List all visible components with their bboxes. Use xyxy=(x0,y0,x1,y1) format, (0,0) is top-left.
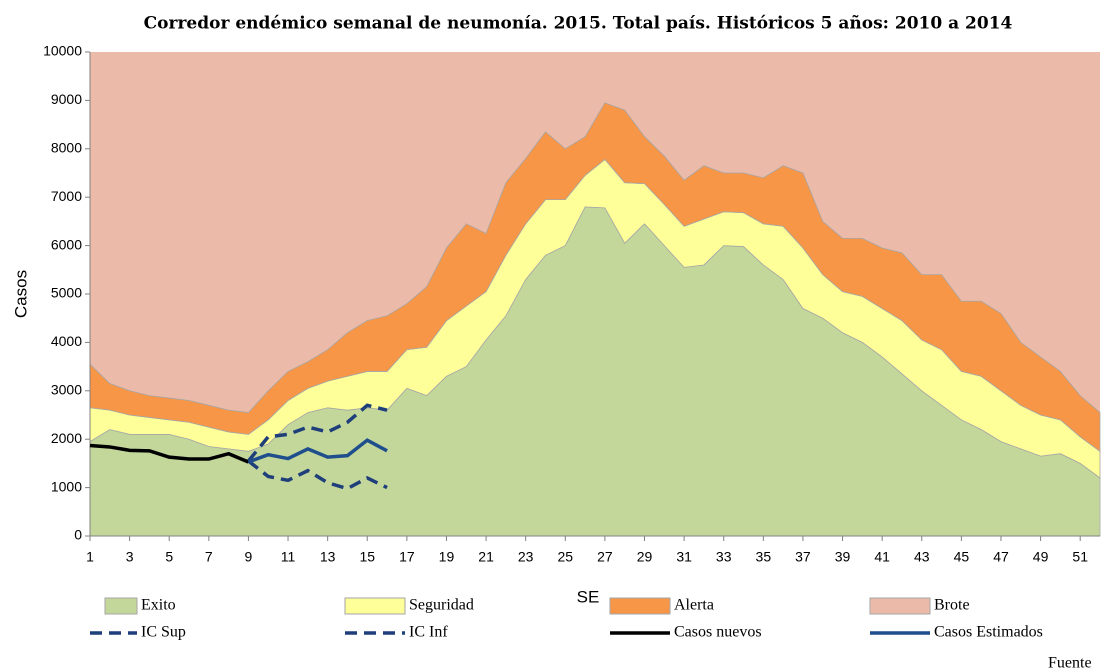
x-tick-label: 49 xyxy=(1033,549,1049,565)
x-tick-label: 45 xyxy=(954,549,970,565)
x-tick-label: 25 xyxy=(558,549,574,565)
y-tick-label: 2000 xyxy=(51,430,82,446)
legend-label: Alerta xyxy=(674,597,714,614)
x-tick-label: 21 xyxy=(478,549,494,565)
legend-swatch xyxy=(869,597,931,615)
x-tick-label: 51 xyxy=(1072,549,1088,565)
x-tick-label: 5 xyxy=(165,549,173,565)
y-tick-label: 6000 xyxy=(51,236,82,252)
x-tick-label: 27 xyxy=(597,549,613,565)
x-tick-label: 29 xyxy=(637,549,653,565)
x-tick-label: 43 xyxy=(914,549,930,565)
y-axis-label: Casos xyxy=(11,270,30,318)
legend-label: IC Inf xyxy=(409,624,448,641)
line-series xyxy=(89,443,250,464)
x-tick-label: 37 xyxy=(795,549,811,565)
line-series xyxy=(247,459,388,491)
x-tick-label: 9 xyxy=(245,549,253,565)
x-tick-label: 31 xyxy=(676,549,692,565)
y-tick-label: 8000 xyxy=(51,140,82,156)
x-tick-label: 15 xyxy=(359,549,375,565)
line-series xyxy=(247,438,388,464)
x-axis-label: SE xyxy=(577,587,600,606)
x-tick-label: 11 xyxy=(281,549,296,565)
x-tick-label: 39 xyxy=(835,549,851,565)
x-tick-label: 35 xyxy=(756,549,772,565)
legend-label: Seguridad xyxy=(409,597,474,614)
y-tick-label: 1000 xyxy=(51,478,82,494)
x-tick-label: 19 xyxy=(439,549,455,565)
legend-label: Brote xyxy=(934,597,970,614)
y-tick-label: 5000 xyxy=(51,285,82,301)
legend-label: Casos nuevos xyxy=(674,624,762,641)
x-tick-label: 33 xyxy=(716,549,732,565)
y-tick-label: 4000 xyxy=(51,333,82,349)
y-tick-label: 10000 xyxy=(43,43,82,59)
x-tick-label: 7 xyxy=(205,549,213,565)
legend-label: IC Sup xyxy=(141,624,186,641)
legend-swatch xyxy=(104,597,138,615)
x-tick-label: 1 xyxy=(86,549,94,565)
source: Fuente xyxy=(1048,655,1092,672)
stacked-area xyxy=(89,102,1101,453)
x-tick-label: 17 xyxy=(399,549,415,565)
x-tick-label: 47 xyxy=(993,549,1009,565)
y-tick-label: 7000 xyxy=(51,188,82,204)
legend-label: Casos Estimados xyxy=(934,624,1043,641)
x-tick-label: 41 xyxy=(874,549,890,565)
y-tick-label: 9000 xyxy=(51,91,82,107)
line-series xyxy=(247,403,388,463)
y-tick-label: 0 xyxy=(74,527,82,543)
x-tick-label: 3 xyxy=(126,549,134,565)
y-tick-label: 3000 xyxy=(51,382,82,398)
legend-swatch xyxy=(344,597,406,615)
chart-title: Corredor endémico semanal de neumonía. 2… xyxy=(144,14,1013,34)
legend-label: Exito xyxy=(141,597,176,614)
x-tick-label: 23 xyxy=(518,549,534,565)
x-tick-label: 13 xyxy=(320,549,336,565)
legend-swatch xyxy=(609,597,671,615)
